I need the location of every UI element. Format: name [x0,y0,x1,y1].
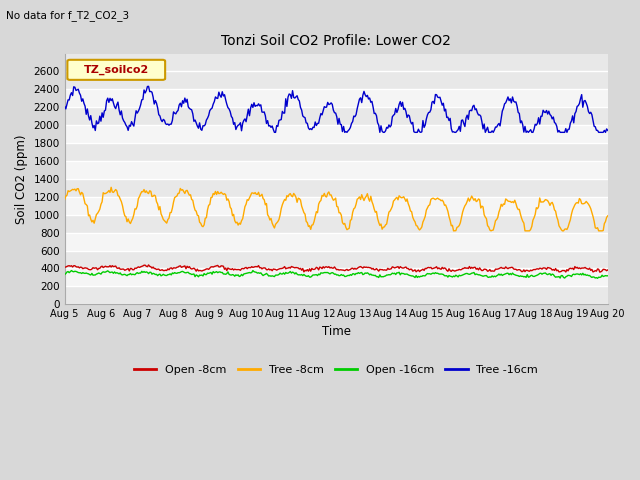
FancyBboxPatch shape [67,60,165,80]
Bar [65,233,608,251]
Text: No data for f_T2_CO2_3: No data for f_T2_CO2_3 [6,10,129,21]
Bar [65,143,608,161]
Bar [65,251,608,268]
Bar [65,197,608,215]
Legend: Open -8cm, Tree -8cm, Open -16cm, Tree -16cm: Open -8cm, Tree -8cm, Open -16cm, Tree -… [130,360,543,379]
Bar [65,72,608,89]
Bar [65,179,608,197]
Bar [65,268,608,287]
Y-axis label: Soil CO2 (ppm): Soil CO2 (ppm) [15,134,28,224]
Title: Tonzi Soil CO2 Profile: Lower CO2: Tonzi Soil CO2 Profile: Lower CO2 [221,34,451,48]
Bar [65,89,608,107]
Text: TZ_soilco2: TZ_soilco2 [84,65,149,75]
Bar [65,107,608,125]
X-axis label: Time: Time [322,324,351,338]
Bar [65,125,608,143]
Bar [65,287,608,304]
Bar [65,161,608,179]
Bar [65,215,608,233]
